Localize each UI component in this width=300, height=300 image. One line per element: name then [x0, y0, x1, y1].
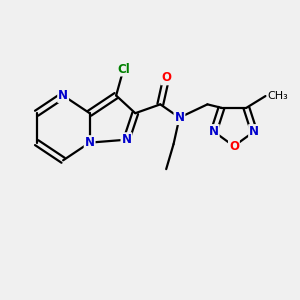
Text: N: N — [174, 111, 184, 124]
Text: Cl: Cl — [117, 62, 130, 76]
Text: CH₃: CH₃ — [267, 91, 288, 101]
Text: N: N — [249, 125, 259, 138]
Text: O: O — [229, 140, 239, 153]
Text: N: N — [58, 89, 68, 102]
Text: N: N — [122, 133, 131, 146]
Text: N: N — [209, 125, 219, 138]
Text: N: N — [85, 136, 94, 149]
Text: O: O — [161, 71, 171, 84]
